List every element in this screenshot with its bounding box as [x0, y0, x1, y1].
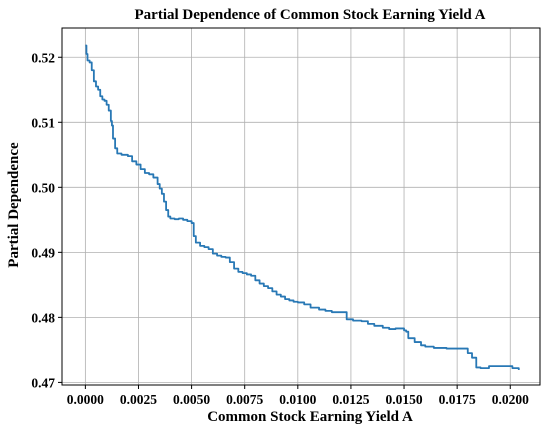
x-tick-label: 0.0175 — [439, 392, 476, 407]
x-tick-label: 0.0075 — [226, 392, 263, 407]
x-tick-label: 0.0125 — [332, 392, 369, 407]
axis-ticks: 0.0000 0.0025 0.0050 0.0075 0.0100 0.0125 0.01… — [31, 50, 529, 407]
chart-title: Partial Dependence of Common Stock Earni… — [135, 7, 486, 23]
y-tick-label: 0.48 — [31, 310, 55, 325]
x-axis-label: Common Stock Earning Yield A — [207, 409, 413, 425]
grid-lines — [62, 28, 540, 385]
y-tick-label: 0.49 — [31, 245, 55, 260]
y-tick-label: 0.52 — [31, 50, 55, 65]
series-line — [85, 44, 520, 371]
x-tick-label: 0.0000 — [67, 392, 104, 407]
y-axis-label: Partial Dependence — [6, 142, 22, 268]
y-tick-label: 0.51 — [31, 115, 55, 130]
series-line-group — [85, 44, 520, 371]
x-tick-label: 0.0050 — [173, 392, 210, 407]
y-tick-label: 0.50 — [31, 180, 55, 195]
y-tick-label: 0.47 — [31, 375, 55, 390]
x-tick-label: 0.0025 — [120, 392, 157, 407]
plot-frame — [61, 27, 541, 386]
x-tick-label: 0.0100 — [279, 392, 316, 407]
x-tick-label: 0.0150 — [385, 392, 422, 407]
x-tick-label: 0.0200 — [492, 392, 529, 407]
